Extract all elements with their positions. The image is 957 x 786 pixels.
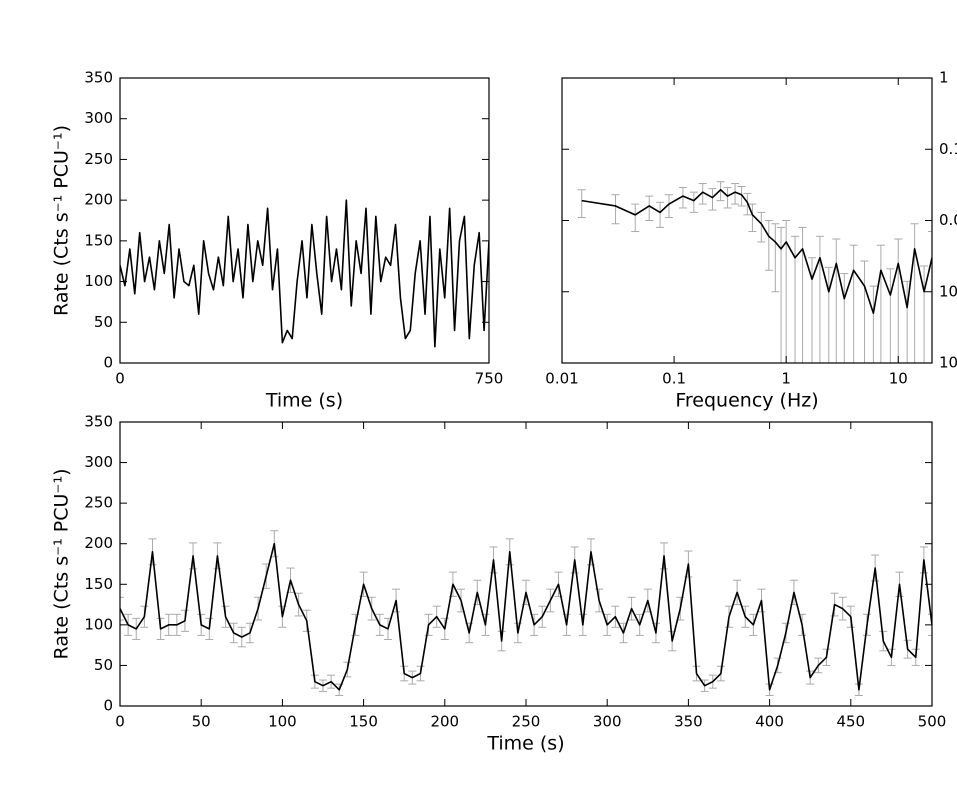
x-tick-label: 0.1 <box>662 370 686 388</box>
x-axis-label: Time (s) <box>486 733 564 755</box>
x-axis-label: Time (s) <box>265 390 343 412</box>
x-axis-label: Frequency (Hz) <box>675 390 818 412</box>
x-tick-label: 50 <box>192 713 211 731</box>
y-tick-label: 100 <box>84 272 113 290</box>
y-tick-label: 0 <box>103 354 113 372</box>
y-tick-label: 150 <box>84 575 113 593</box>
data-line <box>120 199 489 348</box>
y-tick-label: 250 <box>84 150 113 168</box>
x-tick-label: 0 <box>115 370 125 388</box>
data-line <box>581 188 932 314</box>
x-tick-label: 200 <box>430 713 459 731</box>
y-tick-label: 50 <box>94 313 113 331</box>
x-tick-label: 10 <box>889 370 908 388</box>
y-tick-label: 0.01 <box>939 211 957 229</box>
x-tick-label: 500 <box>918 713 947 731</box>
x-tick-label: 750 <box>475 370 504 388</box>
y-axis-label: Rate (Cts s⁻¹ PCU⁻¹) <box>51 469 73 660</box>
frame <box>561 77 933 364</box>
plot-area <box>120 199 489 348</box>
x-tick-label: 300 <box>593 713 622 731</box>
y-tick-label: 150 <box>84 231 113 249</box>
y-tick-label: 100 <box>84 615 113 633</box>
x-tick-label: 450 <box>836 713 865 731</box>
y-tick-label: 350 <box>84 69 113 87</box>
x-tick-label: 1 <box>781 370 791 388</box>
y-tick-label: 300 <box>84 109 113 127</box>
y-tick-label: 1 <box>939 69 949 87</box>
y-tick-label: 200 <box>84 191 113 209</box>
x-tick-label: 0 <box>115 713 125 731</box>
data-line <box>120 542 932 691</box>
x-tick-label: 100 <box>268 713 297 731</box>
x-tick-label: 350 <box>674 713 703 731</box>
x-tick-label: 0.01 <box>545 370 578 388</box>
frame <box>119 421 933 707</box>
y-tick-label: 50 <box>94 656 113 674</box>
y-tick-label: 350 <box>84 413 113 431</box>
y-tick-label: 200 <box>84 534 113 552</box>
y-tick-label: 10⁻⁴ <box>939 354 957 372</box>
x-tick-label: 250 <box>512 713 541 731</box>
y-axis-label: Rate (Cts s⁻¹ PCU⁻¹) <box>51 125 73 316</box>
y-tick-label: 0.1 <box>939 140 957 158</box>
y-tick-label: 10⁻³ <box>939 282 957 300</box>
x-tick-label: 400 <box>755 713 784 731</box>
plot-area <box>120 530 932 696</box>
y-tick-label: 0 <box>103 697 113 715</box>
y-tick-label: 300 <box>84 453 113 471</box>
plot-area <box>577 181 932 363</box>
y-tick-label: 250 <box>84 494 113 512</box>
x-tick-label: 150 <box>349 713 378 731</box>
frame <box>119 77 490 364</box>
